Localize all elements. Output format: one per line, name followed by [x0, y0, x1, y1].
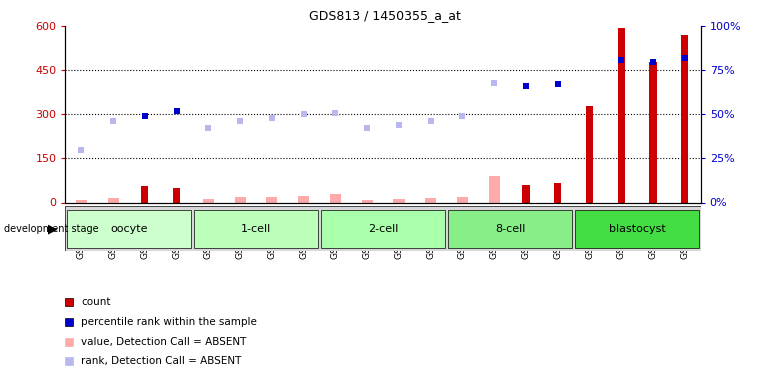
Bar	[457, 196, 468, 202]
Bar	[321, 210, 445, 248]
Text: development stage: development stage	[4, 224, 99, 234]
Bar	[330, 194, 341, 202]
Bar	[173, 188, 180, 202]
Text: ▶: ▶	[49, 222, 58, 235]
Text: rank, Detection Call = ABSENT: rank, Detection Call = ABSENT	[82, 356, 242, 366]
Text: oocyte: oocyte	[110, 224, 148, 234]
Text: 1-cell: 1-cell	[241, 224, 271, 234]
Bar	[425, 198, 437, 202]
Bar	[108, 198, 119, 202]
Text: blastocyst: blastocyst	[609, 224, 665, 234]
Bar	[67, 210, 191, 248]
Text: count: count	[82, 297, 111, 307]
Bar	[203, 199, 214, 202]
Bar	[554, 183, 561, 203]
Bar	[235, 197, 246, 202]
Text: 8-cell: 8-cell	[495, 224, 525, 234]
Bar	[522, 185, 530, 202]
Bar	[649, 62, 657, 202]
Text: value, Detection Call = ABSENT: value, Detection Call = ABSENT	[82, 337, 246, 347]
Bar	[298, 196, 310, 202]
Text: 2-cell: 2-cell	[368, 224, 398, 234]
Bar	[362, 200, 373, 202]
Bar	[681, 35, 688, 203]
Bar	[618, 28, 625, 202]
Bar	[586, 106, 593, 202]
Text: GDS813 / 1450355_a_at: GDS813 / 1450355_a_at	[309, 9, 461, 22]
Bar	[575, 210, 699, 248]
Bar	[141, 186, 149, 202]
Bar	[75, 200, 87, 202]
Text: percentile rank within the sample: percentile rank within the sample	[82, 317, 257, 327]
Bar	[393, 199, 404, 202]
Bar	[489, 176, 500, 203]
Bar	[194, 210, 318, 248]
Bar	[266, 197, 277, 202]
Bar	[448, 210, 572, 248]
